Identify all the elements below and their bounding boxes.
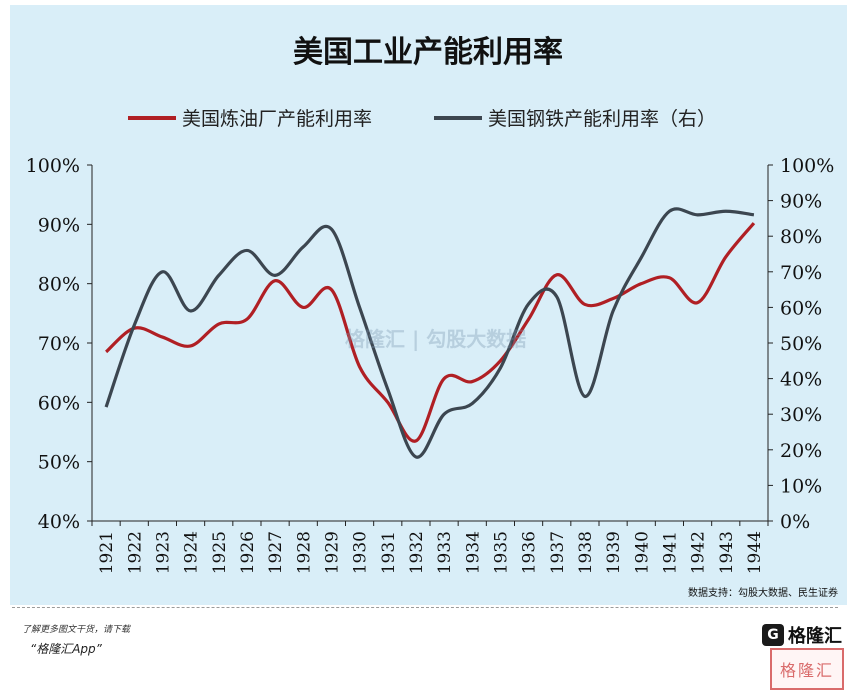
x-tick-label: 1938 [576,531,596,574]
left-tick-label: 40% [38,511,80,533]
right-tick-label: 80% [780,226,822,248]
x-tick-label: 1942 [689,531,709,574]
chart-panel: 美国工业产能利用率 美国炼油厂产能利用率 美国钢铁产能利用率（右） 40% 50%… [10,5,847,605]
x-tick-label: 1927 [266,531,286,574]
legend-label-refinery: 美国炼油厂产能利用率 [182,108,372,130]
x-tick-label: 1922 [125,531,145,574]
right-tick-label: 40% [780,369,822,391]
right-tick-label: 30% [780,404,822,426]
x-tick-label: 1926 [238,531,258,574]
x-tick-label: 1934 [463,531,483,574]
right-tick-label: 50% [780,333,822,355]
x-tick-label: 1925 [210,531,230,574]
x-tick-label: 1930 [351,531,371,574]
x-tick-label: 1936 [520,531,540,574]
source-note: 数据支持：勾股大数据、民生证券 [688,586,838,599]
brand-badge-icon: G [762,624,784,646]
footer-note: 了解更多图文干货，请下载 [22,625,131,635]
right-tick-label: 90% [780,191,822,213]
right-tick-label: 60% [780,297,822,319]
brand-logo: G 格隆汇 [762,622,842,648]
right-tick-label: 0% [780,511,810,533]
right-tick-label: 20% [780,440,822,462]
x-tick-label: 1944 [745,531,765,574]
brand-name: 格隆汇 [788,626,842,647]
x-tick-label: 1921 [97,531,117,574]
left-tick-label: 100% [26,155,80,177]
divider [12,607,838,608]
x-tick-label: 1931 [379,531,399,574]
chart-title: 美国工业产能利用率 [293,35,563,70]
series-line-steel [104,207,755,459]
x-tick-label: 1939 [604,531,624,574]
x-tick-label: 1924 [182,531,202,574]
x-tick-label: 1923 [153,531,173,574]
left-tick-label: 90% [38,214,80,236]
footer-app-name: “格隆汇App” [30,642,102,656]
legend: 美国炼油厂产能利用率 美国钢铁产能利用率（右） [128,108,716,130]
right-tick-label: 10% [780,475,822,497]
x-tick-label: 1943 [717,531,737,574]
x-tick-label: 1928 [294,531,314,574]
x-tick-label: 1932 [407,531,427,574]
x-tick-label: 1941 [660,531,680,574]
x-tick-label: 1935 [491,531,511,574]
left-tick-label: 60% [38,392,80,414]
x-tick-label: 1933 [435,531,455,574]
right-tick-label: 70% [780,262,822,284]
x-tick-label: 1940 [632,531,652,574]
series-line-refinery [104,222,756,443]
left-tick-label: 70% [38,333,80,355]
left-tick-label: 50% [38,452,80,474]
right-tick-label: 100% [780,155,834,177]
x-tick-label: 1929 [322,531,342,574]
chart-svg: 美国工业产能利用率 美国炼油厂产能利用率 美国钢铁产能利用率（右） 40% 50%… [26,35,838,599]
x-tick-label: 1937 [548,531,568,574]
left-tick-label: 80% [38,274,80,296]
brand-seal: 格隆汇 [770,648,844,690]
series-layer [104,207,756,459]
axes: 40% 50% 60% 70% 80% 90% 100% 0% 10% 20% 30% 40% 50% 6… [26,155,835,574]
legend-label-steel: 美国钢铁产能利用率（右） [488,108,716,130]
